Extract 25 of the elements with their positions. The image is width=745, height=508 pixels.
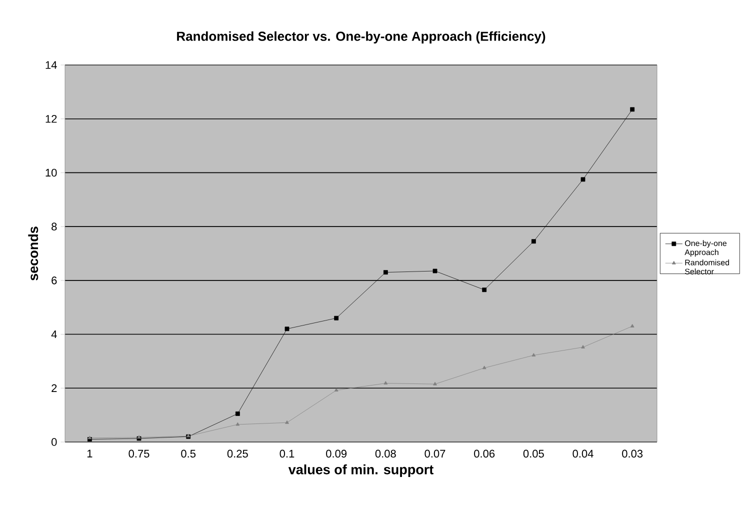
x-tick-label: 0.03	[622, 450, 643, 458]
x-tick-label: 0.06	[474, 450, 495, 458]
y-tick-label: 8	[52, 222, 57, 230]
y-tick-label: 4	[51, 330, 57, 338]
x-tick-label: 0.04	[572, 450, 594, 458]
x-tick-label: 0.07	[424, 450, 446, 458]
x-tick-label: 0.1	[280, 450, 294, 458]
y-tick-label: 10	[46, 168, 57, 177]
y-tick-label: 14	[46, 61, 57, 69]
x-tick-label: 0.08	[375, 450, 396, 458]
x-tick-label: 1	[87, 450, 92, 458]
y-tick-label: 0	[52, 438, 57, 446]
x-tick-label: 0.25	[227, 450, 248, 458]
y-tick-label: 6	[52, 276, 57, 284]
x-tick-label: 0.09	[326, 450, 347, 458]
legend-label: One-by-one Approach	[684, 240, 727, 257]
x-tick-label: 0.75	[128, 450, 150, 458]
y-tick-label: 12	[46, 115, 57, 123]
legend-label: Randomised Selector	[684, 259, 730, 274]
x-axis-title: values of min. support	[288, 464, 434, 478]
x-tick-label: 0.5	[181, 450, 196, 458]
y-axis-title: seconds	[28, 226, 38, 280]
y-tick-label: 2	[52, 384, 57, 392]
x-tick-label: 0.05	[523, 450, 544, 458]
chart-title: Randomised Selector vs. One-by-one Approach (Efficiency)	[177, 31, 546, 44]
